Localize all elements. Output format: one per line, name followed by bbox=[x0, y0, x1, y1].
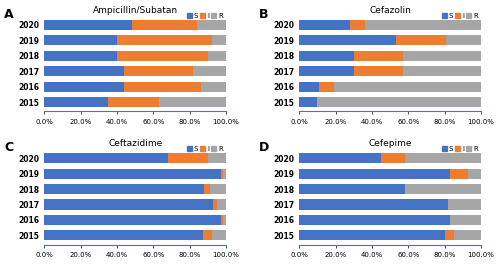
Bar bbox=[202, 230, 211, 241]
Bar bbox=[212, 230, 226, 241]
Bar bbox=[299, 35, 396, 45]
Text: C: C bbox=[4, 141, 14, 154]
Text: D: D bbox=[259, 141, 270, 154]
Text: B: B bbox=[259, 8, 268, 21]
Bar bbox=[299, 168, 450, 179]
Legend: S, I, R: S, I, R bbox=[186, 144, 224, 153]
Bar bbox=[403, 51, 481, 61]
Bar bbox=[210, 184, 226, 194]
Title: Cefazolin: Cefazolin bbox=[369, 6, 411, 15]
Bar bbox=[364, 20, 481, 30]
Legend: S, I, R: S, I, R bbox=[440, 11, 480, 20]
Bar bbox=[168, 153, 208, 163]
Bar bbox=[44, 215, 220, 225]
Bar bbox=[44, 82, 124, 92]
Bar bbox=[44, 230, 203, 241]
Legend: S, I, R: S, I, R bbox=[186, 11, 224, 20]
Bar bbox=[450, 168, 468, 179]
Bar bbox=[299, 215, 450, 225]
Bar bbox=[117, 51, 208, 61]
Bar bbox=[299, 66, 354, 76]
Bar bbox=[334, 82, 481, 92]
Bar bbox=[446, 35, 481, 45]
Bar bbox=[44, 168, 220, 179]
Bar bbox=[448, 200, 481, 210]
Bar bbox=[318, 97, 481, 107]
Bar bbox=[299, 200, 448, 210]
Bar bbox=[319, 82, 334, 92]
Bar bbox=[117, 35, 212, 45]
Bar bbox=[444, 230, 454, 241]
Bar bbox=[132, 20, 197, 30]
Bar bbox=[454, 230, 481, 241]
Bar bbox=[381, 153, 404, 163]
Bar bbox=[403, 66, 481, 76]
Bar bbox=[220, 215, 222, 225]
Bar bbox=[44, 184, 204, 194]
Bar bbox=[354, 66, 403, 76]
Title: Ampicillin/Subatan: Ampicillin/Subatan bbox=[92, 6, 178, 15]
Bar bbox=[299, 20, 350, 30]
Bar bbox=[350, 20, 364, 30]
Bar bbox=[299, 230, 444, 241]
Bar bbox=[194, 66, 226, 76]
Bar bbox=[204, 184, 210, 194]
Bar bbox=[208, 51, 226, 61]
Bar bbox=[354, 51, 403, 61]
Bar bbox=[124, 82, 200, 92]
Bar bbox=[468, 168, 481, 179]
Bar bbox=[124, 66, 194, 76]
Bar bbox=[200, 82, 226, 92]
Bar bbox=[396, 35, 446, 45]
Bar bbox=[44, 200, 213, 210]
Bar bbox=[44, 153, 168, 163]
Bar bbox=[220, 168, 222, 179]
Bar bbox=[44, 66, 124, 76]
Bar bbox=[159, 97, 226, 107]
Bar bbox=[299, 184, 405, 194]
Bar bbox=[404, 153, 481, 163]
Bar bbox=[299, 51, 354, 61]
Bar bbox=[108, 97, 159, 107]
Bar bbox=[44, 20, 132, 30]
Bar bbox=[44, 35, 117, 45]
Bar bbox=[44, 51, 117, 61]
Bar bbox=[197, 20, 226, 30]
Bar bbox=[217, 200, 226, 210]
Bar bbox=[299, 153, 381, 163]
Legend: S, I, R: S, I, R bbox=[440, 144, 480, 153]
Bar bbox=[222, 215, 226, 225]
Bar bbox=[214, 200, 217, 210]
Bar bbox=[404, 184, 481, 194]
Text: A: A bbox=[4, 8, 14, 21]
Bar bbox=[450, 215, 481, 225]
Bar bbox=[299, 82, 319, 92]
Bar bbox=[208, 153, 226, 163]
Bar bbox=[299, 97, 318, 107]
Bar bbox=[44, 97, 108, 107]
Title: Ceftazidime: Ceftazidime bbox=[108, 139, 162, 148]
Bar bbox=[222, 168, 226, 179]
Title: Cefepime: Cefepime bbox=[368, 139, 412, 148]
Bar bbox=[212, 35, 226, 45]
